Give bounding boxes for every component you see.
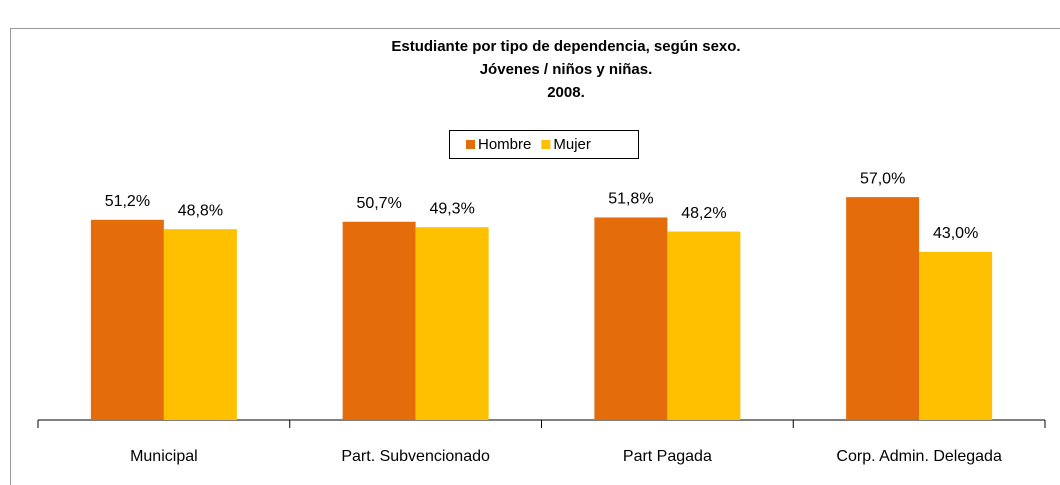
value-label: 43,0% xyxy=(933,225,978,242)
value-label: 51,2% xyxy=(105,193,150,210)
x-tick-label: Part. Subvencionado xyxy=(341,448,490,465)
value-label: 57,0% xyxy=(860,170,905,187)
x-tick-label: Corp. Admin. Delegada xyxy=(836,448,1002,465)
value-label: 48,8% xyxy=(178,202,223,219)
x-tick-label: Municipal xyxy=(130,448,198,465)
chart-title: 2008. xyxy=(547,84,585,101)
legend-swatch xyxy=(466,140,475,149)
legend-label: Hombre xyxy=(478,136,531,153)
value-label: 51,8% xyxy=(608,191,653,208)
bar xyxy=(846,197,920,420)
bar xyxy=(919,251,993,420)
legend-swatch xyxy=(541,140,551,149)
bar xyxy=(342,221,416,420)
bar xyxy=(90,219,164,420)
legend-label: Mujer xyxy=(553,136,591,153)
chart-title: Jóvenes / niños y niñas. xyxy=(480,61,653,78)
bar xyxy=(415,227,489,420)
value-label: 49,3% xyxy=(429,200,474,217)
bar xyxy=(594,217,668,420)
bar xyxy=(163,229,237,420)
chart-title: Estudiante por tipo de dependencia, segú… xyxy=(391,38,740,55)
bar xyxy=(667,231,741,420)
value-label: 48,2% xyxy=(681,205,726,222)
x-tick-label: Part Pagada xyxy=(623,448,712,465)
value-label: 50,7% xyxy=(356,195,401,212)
